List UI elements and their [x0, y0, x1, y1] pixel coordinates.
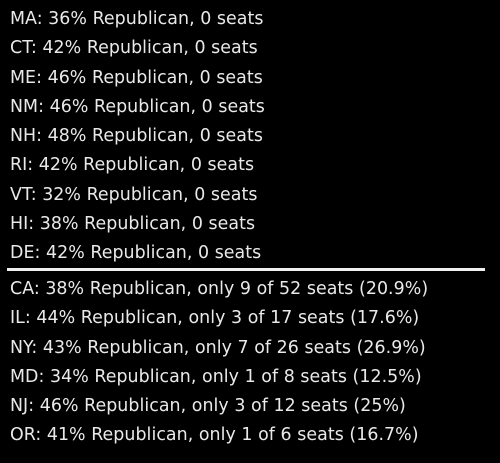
state-line-de: DE: 42% Republican, 0 seats [10, 243, 262, 264]
state-line-hi: HI: 38% Republican, 0 seats [10, 214, 256, 235]
state-line-me: ME: 46% Republican, 0 seats [10, 67, 263, 88]
state-line-md: MD: 34% Republican, only 1 of 8 seats (1… [10, 366, 422, 387]
state-line-nm: NM: 46% Republican, 0 seats [10, 96, 265, 117]
state-line-ma: MA: 36% Republican, 0 seats [10, 9, 264, 29]
state-line-vt: VT: 32% Republican, 0 seats [10, 184, 258, 205]
state-line-nh: NH: 48% Republican, 0 seats [10, 126, 263, 147]
state-line-ri: RI: 42% Republican, 0 seats [10, 155, 255, 176]
zero-seat-states-list: MA: 36% Republican, 0 seats CT: 42% Repu… [10, 5, 265, 269]
state-line-nj: NJ: 46% Republican, only 3 of 12 seats (… [10, 396, 406, 417]
state-line-ca: CA: 38% Republican, only 9 of 52 seats (… [10, 279, 429, 299]
few-seat-states-list: CA: 38% Republican, only 9 of 52 seats (… [10, 275, 428, 451]
state-line-il: IL: 44% Republican, only 3 of 17 seats (… [10, 308, 420, 329]
state-line-ny: NY: 43% Republican, only 7 of 26 seats (… [10, 337, 426, 358]
state-line-or: OR: 41% Republican, only 1 of 6 seats (1… [10, 425, 419, 446]
state-line-ct: CT: 42% Republican, 0 seats [10, 38, 258, 59]
section-divider [7, 268, 485, 271]
